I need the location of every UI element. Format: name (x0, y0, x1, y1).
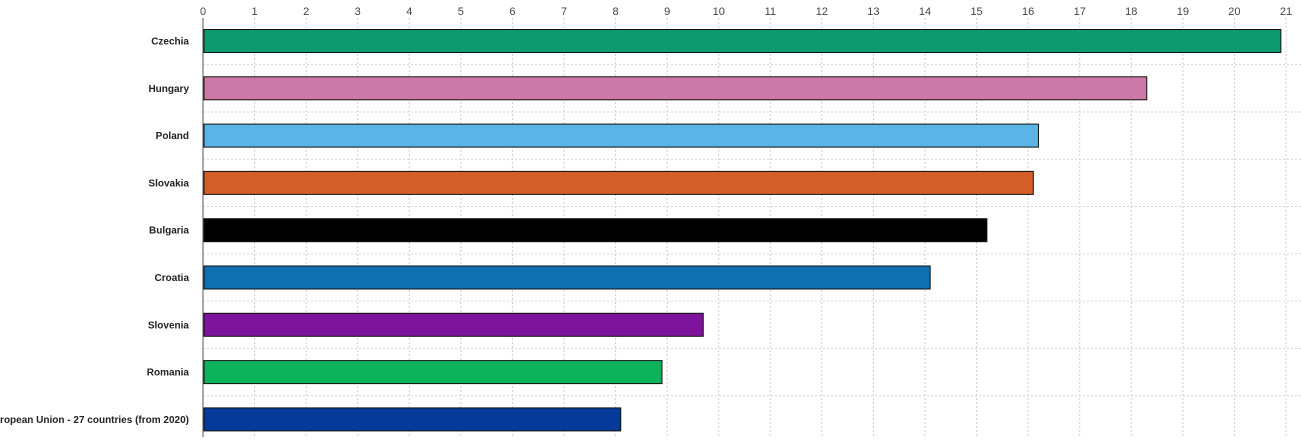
category-label: Hungary (148, 84, 189, 95)
category-label: Slovenia (148, 320, 190, 331)
bar-czechia[interactable] (203, 29, 1282, 53)
bar-bulgaria[interactable] (203, 218, 988, 243)
x-tick-label: 7 (561, 6, 567, 18)
x-tick-label: 4 (406, 6, 412, 18)
category-label: Croatia (155, 273, 190, 284)
x-tick-label: 15 (970, 6, 982, 18)
bar-slovenia[interactable] (203, 312, 704, 337)
category-label: Romania (147, 368, 190, 379)
category-label: Bulgaria (149, 226, 189, 237)
x-tick-label: 8 (613, 6, 619, 18)
bar-croatia[interactable] (203, 265, 931, 290)
x-tick-label: 13 (867, 6, 879, 18)
x-tick-label: 9 (664, 6, 670, 18)
x-tick-label: 1 (252, 6, 258, 18)
x-axis-ticks: 0 1 2 3 4 5 6 7 8 9 10 11 12 13 14 15 16 17 18 19 20 21 (200, 6, 1292, 18)
x-tick-label: 3 (355, 6, 361, 18)
category-labels: Czechia Hungary Poland Slovakia Bulgaria Croa… (0, 37, 189, 426)
category-label: European Union - 27 countries (from 2020… (0, 415, 189, 426)
x-tick-label: 18 (1125, 6, 1137, 18)
x-tick-label: 10 (713, 6, 725, 18)
bar-poland[interactable] (203, 123, 1039, 148)
x-tick-label: 16 (1022, 6, 1034, 18)
x-tick-label: 19 (1177, 6, 1189, 18)
bars (203, 29, 1282, 432)
bar-european-union-27-countries-from-2020[interactable] (203, 407, 622, 432)
x-tick-label: 20 (1228, 6, 1240, 18)
x-tick-label: 2 (303, 6, 309, 18)
x-tick-label: 21 (1280, 6, 1292, 18)
bar-slovakia[interactable] (203, 170, 1034, 195)
category-label: Slovakia (148, 178, 189, 189)
x-tick-label: 0 (200, 6, 206, 18)
x-tick-label: 12 (816, 6, 828, 18)
x-tick-label: 11 (765, 6, 776, 18)
bar-romania[interactable] (203, 360, 663, 385)
x-tick-label: 5 (458, 6, 464, 18)
bar-hungary[interactable] (203, 76, 1148, 101)
category-label: Poland (156, 131, 189, 142)
category-label: Czechia (151, 37, 189, 48)
x-tick-label: 14 (919, 6, 931, 18)
x-tick-label: 17 (1074, 6, 1086, 18)
x-tick-label: 6 (509, 6, 515, 18)
